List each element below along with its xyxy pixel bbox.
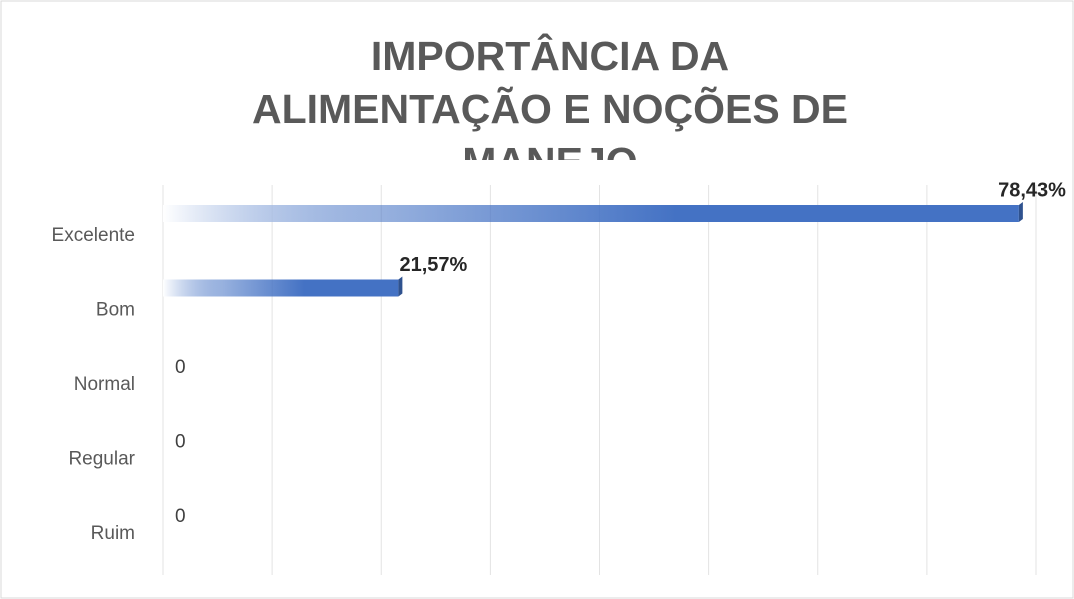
bar-edge xyxy=(1018,202,1023,222)
bar-edge xyxy=(398,276,403,297)
bar xyxy=(163,205,1019,222)
value-label: 0 xyxy=(175,432,186,453)
y-tick-label: Ruim xyxy=(91,523,135,544)
bar xyxy=(163,279,399,297)
value-label: 78,43% xyxy=(998,179,1066,201)
value-label: 0 xyxy=(175,357,186,378)
title-box: IMPORTÂNCIA DA ALIMENTAÇÃO E NOÇÕES DE M… xyxy=(251,33,849,160)
value-label: 21,57% xyxy=(399,254,467,276)
chart-title: IMPORTÂNCIA DA ALIMENTAÇÃO E NOÇÕES DE M… xyxy=(251,33,849,160)
y-tick-label: Bom xyxy=(96,300,135,321)
y-tick-label: Regular xyxy=(68,449,135,470)
y-tick-label: Normal xyxy=(74,374,135,395)
y-tick-label: Excelente xyxy=(52,225,135,246)
value-label: 0 xyxy=(175,506,186,527)
